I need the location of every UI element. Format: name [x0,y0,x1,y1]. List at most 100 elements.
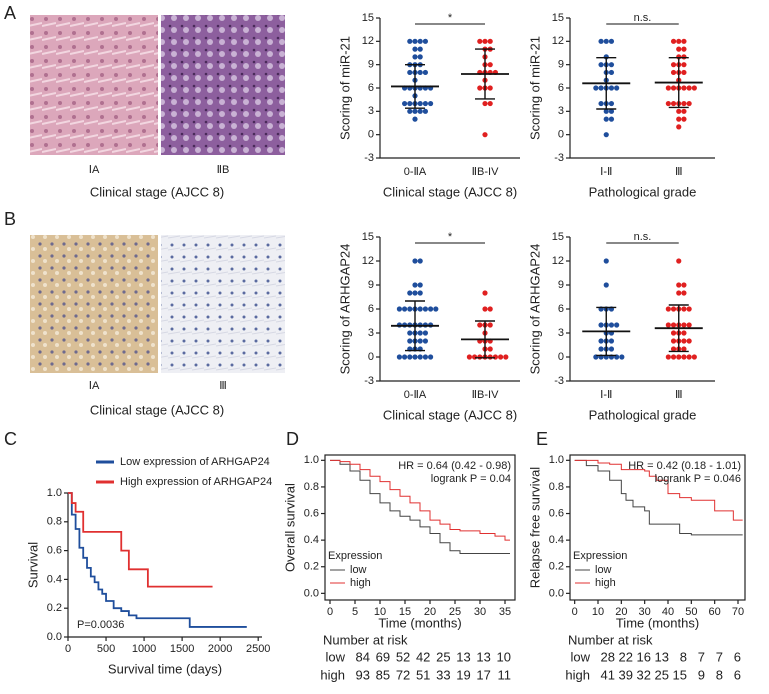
y-tick-label: 0.4 [549,534,564,546]
data-point [598,338,604,344]
data-point [608,338,615,344]
data-point [417,290,423,296]
y-tick-label: 12 [552,255,564,267]
x-axis-label: Pathological grade [589,184,697,199]
significance-label: n.s. [634,231,652,243]
data-point [603,38,609,44]
histology-image [30,15,158,155]
legend-label: High expression of ARHGAP24 [120,476,272,488]
sd-bar [405,63,425,109]
risk-row-label: high [565,667,590,682]
risk-count: 13 [655,649,669,664]
data-point [477,322,483,328]
data-point [417,258,423,264]
risk-count: 84 [356,649,370,664]
significance-label: * [448,231,453,243]
data-point [487,85,493,91]
x-axis-label: Clinical stage (AJCC 8) [383,184,517,199]
x-tick-label: 500 [97,643,115,655]
panel-label: E [536,429,548,449]
data-point [417,46,423,52]
y-tick-label: 12 [362,35,374,47]
risk-count: 51 [416,667,430,682]
annotation: logrank P = 0.04 [431,473,511,485]
data-point [407,100,413,107]
data-point [608,62,615,68]
legend-title: Expression [328,550,382,562]
data-point [407,38,413,44]
survival-curve [68,492,213,588]
data-point [676,46,682,52]
x-tick-label: ⅡB-IV [472,389,499,401]
y-tick-label: 0.4 [304,534,319,546]
data-point [670,322,677,328]
y-tick-label: 0.6 [47,545,62,557]
x-tick-label: 20 [615,606,627,618]
data-point [422,38,428,44]
x-tick-label: 2500 [246,643,270,655]
data-point [482,306,488,312]
x-tick-label: 0 [327,606,333,618]
data-point [608,38,615,44]
risk-count: 7 [698,649,705,664]
data-point [608,100,615,107]
y-tick-label: 9 [368,59,374,71]
data-point [676,38,682,44]
risk-count: 52 [396,649,410,664]
panel-label: A [4,3,16,23]
y-tick-label: 3 [368,327,374,339]
sd-bar [596,56,617,110]
y-tick-label: 3 [558,105,564,117]
y-tick-label: 0.8 [549,481,564,493]
data-point [417,69,423,76]
x-tick-label: 50 [685,606,697,618]
risk-row-label: low [325,649,345,664]
x-axis-label: Time (months) [616,615,699,630]
data-point [433,306,439,312]
data-point [492,354,498,360]
sd-bar [668,304,689,353]
data-point [681,330,687,336]
data-point [417,100,423,107]
axis-line [379,18,520,159]
data-point [412,354,418,360]
data-point [670,62,677,68]
survival-curve [330,459,510,554]
risk-count: 22 [619,649,633,664]
risk-count: 39 [619,667,633,682]
data-point [407,354,413,360]
risk-count: 8 [716,667,723,682]
sd-bar [596,306,617,357]
data-point [676,108,682,114]
data-point [417,108,423,114]
data-point [407,69,413,76]
x-tick-label: 0 [572,606,578,618]
data-point [407,330,413,336]
y-tick-label: 6 [368,303,374,315]
data-point [422,354,428,360]
risk-count: 25 [436,649,450,664]
sd-bar [405,300,425,352]
x-tick-label: 70 [732,606,744,618]
data-point [676,354,682,360]
y-tick-label: 9 [558,59,564,71]
data-point [422,100,428,107]
x-tick-label: Ⅲ [675,389,683,401]
data-point [598,100,604,107]
data-point [428,306,434,312]
y-tick-label: 1.0 [47,487,62,499]
data-point [407,338,413,344]
risk-count: 16 [637,649,651,664]
data-point [681,54,687,60]
data-point [681,38,687,44]
y-tick-label: 12 [362,255,374,267]
risk-count: 11 [498,667,512,682]
data-point [487,38,493,44]
x-axis-label: Time (months) [378,615,461,630]
x-tick-label: 15 [399,606,411,618]
data-point [665,306,671,312]
data-point [482,290,488,296]
data-point [482,100,488,107]
x-tick-label: ⅡB-IV [472,166,499,178]
y-tick-label: 6 [368,82,374,94]
